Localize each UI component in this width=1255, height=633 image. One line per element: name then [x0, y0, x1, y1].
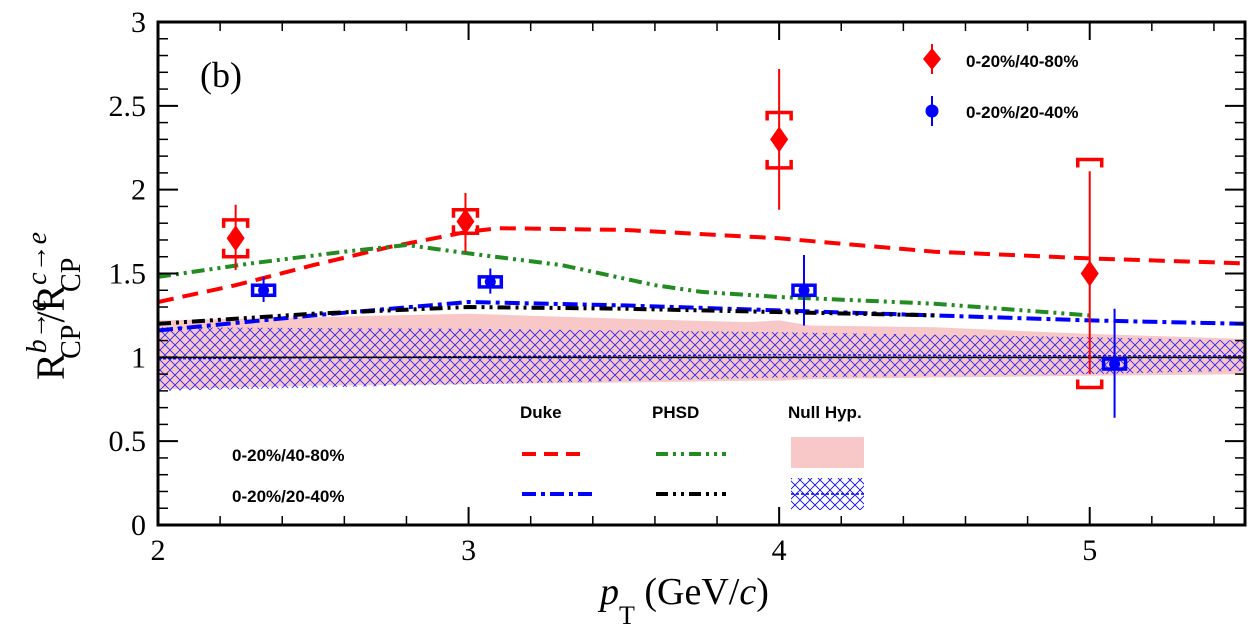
- series-1-point-2-marker: [798, 284, 810, 296]
- legend-marker-red-diamond: [923, 48, 941, 70]
- y-axis-label: Rb→e CP/Rc→e CP: [22, 232, 87, 380]
- series-0-point-2-marker: [770, 126, 789, 153]
- model-curve-0: [158, 226, 1245, 304]
- legend-swatch-null-hyp-40-80: [791, 437, 864, 468]
- series-0-point-3-sys-bracket: [1075, 157, 1104, 390]
- panel-label: (b): [200, 55, 242, 95]
- y-tick-label: 2.5: [109, 90, 147, 123]
- series-0-point-2-sys-bracket: [765, 110, 793, 170]
- series-1-point-3-marker: [1109, 358, 1121, 370]
- x-tick-label: 4: [772, 534, 787, 567]
- series-0-point-0-sys-bracket: [221, 218, 250, 259]
- y-tick-label: 3: [131, 6, 146, 39]
- x-tick-label: 5: [1082, 534, 1097, 567]
- legend-row-20-40: 0-20%/20-40%: [232, 487, 344, 506]
- x-tick-label: 2: [151, 534, 166, 567]
- legend-top: 0-20%/40-80% 0-20%/20-40%: [923, 44, 1078, 126]
- series-0-point-0-marker: [226, 225, 245, 252]
- x-tick-label: 3: [461, 534, 476, 567]
- y-tick-label: 2: [131, 174, 146, 207]
- model-curve-1: [158, 242, 1090, 318]
- series-0-point-3-marker: [1080, 260, 1099, 287]
- svg-text:Rb→eCP/Rc→eCP: Rb→e CP/Rc→e CP: [22, 232, 87, 380]
- y-tick-label: 0: [131, 509, 146, 542]
- legend-marker-blue-circle: [925, 104, 939, 118]
- data-points: [221, 68, 1128, 418]
- series-1-point-0-marker: [258, 284, 270, 296]
- legend-label-40-80: 0-20%/40-80%: [966, 52, 1078, 71]
- axis-ticks: 2 3 4 5 0 0.5 1 1.5 2 2.5 3: [109, 6, 1245, 567]
- legend-models: Duke PHSD Null Hyp. 0-20%/40-80% 0-20%/2…: [232, 403, 864, 510]
- legend-label-20-40: 0-20%/20-40%: [966, 103, 1078, 122]
- legend-header-null-hyp: Null Hyp.: [788, 403, 862, 422]
- y-tick-label: 0.5: [109, 425, 147, 458]
- legend-header-duke: Duke: [520, 403, 562, 422]
- series-1-point-1-marker: [484, 276, 496, 288]
- legend-header-phsd: PHSD: [652, 403, 699, 422]
- null-hypothesis-bands: [158, 313, 1245, 391]
- x-axis-label: pT (GeV/c): [597, 571, 769, 630]
- series-0-point-1-marker: [456, 208, 475, 235]
- y-tick-label: 1.5: [109, 258, 147, 291]
- model-curves: [158, 226, 1245, 333]
- legend-row-40-80: 0-20%/40-80%: [232, 446, 344, 465]
- null-hyp-band-20-40: [158, 327, 1245, 391]
- y-tick-label: 1: [131, 341, 146, 374]
